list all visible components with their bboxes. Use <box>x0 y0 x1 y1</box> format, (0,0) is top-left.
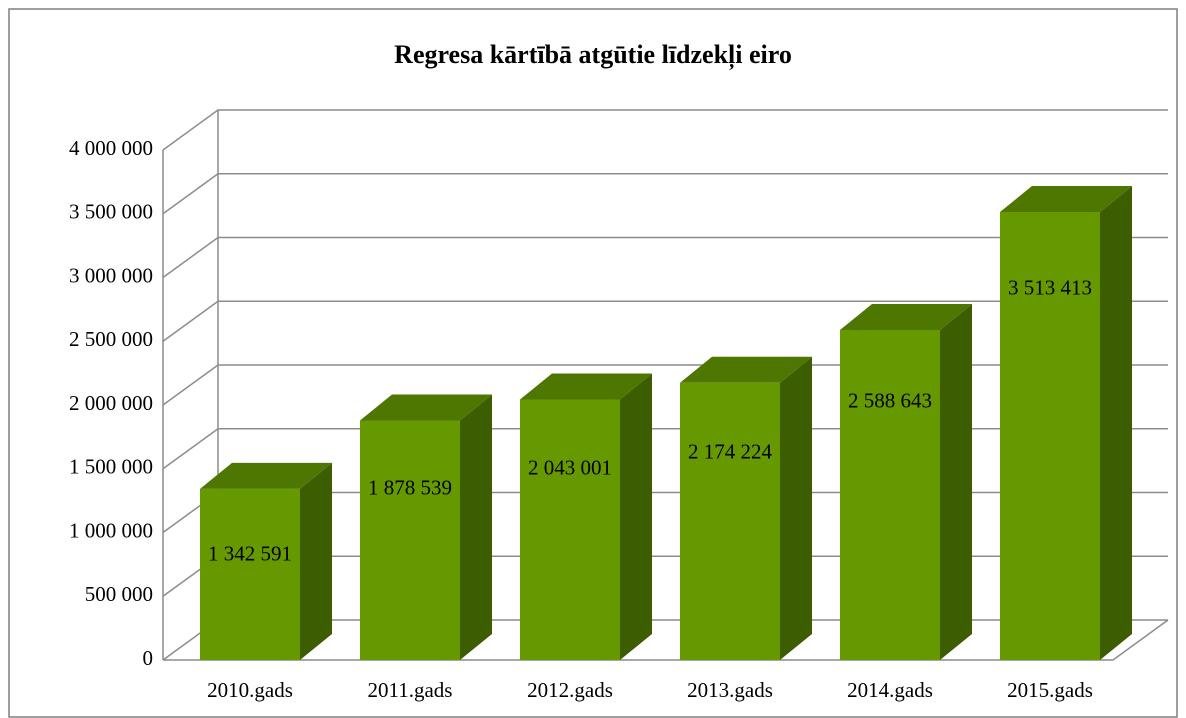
bar-side <box>1100 186 1132 660</box>
x-tick-label: 2011.gads <box>368 678 453 702</box>
bar-top <box>680 356 812 383</box>
bar-top <box>200 462 332 489</box>
bar-top <box>520 373 652 400</box>
bar-side <box>780 356 812 660</box>
x-tick-label: 2010.gads <box>207 678 293 702</box>
bar-front <box>520 399 620 660</box>
y-tick-label: 4 000 000 <box>69 136 153 160</box>
bar-side <box>460 394 492 660</box>
bar <box>200 462 332 660</box>
y-tick-label: 3 500 000 <box>69 200 153 224</box>
data-label: 1 878 539 <box>368 476 452 500</box>
y-tick-label: 2 500 000 <box>69 327 153 351</box>
bar <box>840 303 972 660</box>
x-tick-label: 2014.gads <box>847 678 933 702</box>
data-label: 1 342 591 <box>208 541 292 565</box>
chart-title: Regresa kārtībā atgūtie līdzekļi eiro <box>394 40 792 70</box>
bar <box>680 356 812 660</box>
bar-side <box>620 373 652 660</box>
grid-line <box>162 300 1168 342</box>
bar-top <box>360 394 492 421</box>
y-tick-label: 1 000 000 <box>69 518 153 542</box>
y-tick-label: 0 <box>143 646 154 670</box>
bar-top <box>1000 186 1132 213</box>
grid-line <box>162 236 1168 279</box>
y-tick-label: 1 500 000 <box>69 455 153 479</box>
y-tick-label: 500 000 <box>85 582 153 606</box>
data-label: 3 513 413 <box>1008 275 1092 299</box>
bar <box>360 394 492 660</box>
bar-top <box>840 303 972 330</box>
grid-line <box>162 109 1168 151</box>
bar <box>520 373 652 660</box>
bar-side <box>940 303 972 660</box>
x-tick-label: 2015.gads <box>1007 678 1093 702</box>
bar-front <box>840 329 940 660</box>
bar-front <box>360 420 460 660</box>
data-label: 2 043 001 <box>528 456 612 480</box>
bar <box>1000 186 1132 660</box>
grid-line <box>162 173 1168 215</box>
floor <box>163 619 1169 661</box>
bar-side <box>300 462 332 660</box>
data-label: 2 174 224 <box>688 439 773 463</box>
data-label: 2 588 643 <box>848 389 932 413</box>
bar-front <box>680 382 780 660</box>
bar-front <box>200 488 300 660</box>
y-tick-label: 3 000 000 <box>69 263 153 287</box>
bar-front <box>1000 212 1100 660</box>
x-tick-label: 2012.gads <box>527 678 613 702</box>
x-tick-label: 2013.gads <box>687 678 773 702</box>
y-tick-label: 2 000 000 <box>69 391 153 415</box>
